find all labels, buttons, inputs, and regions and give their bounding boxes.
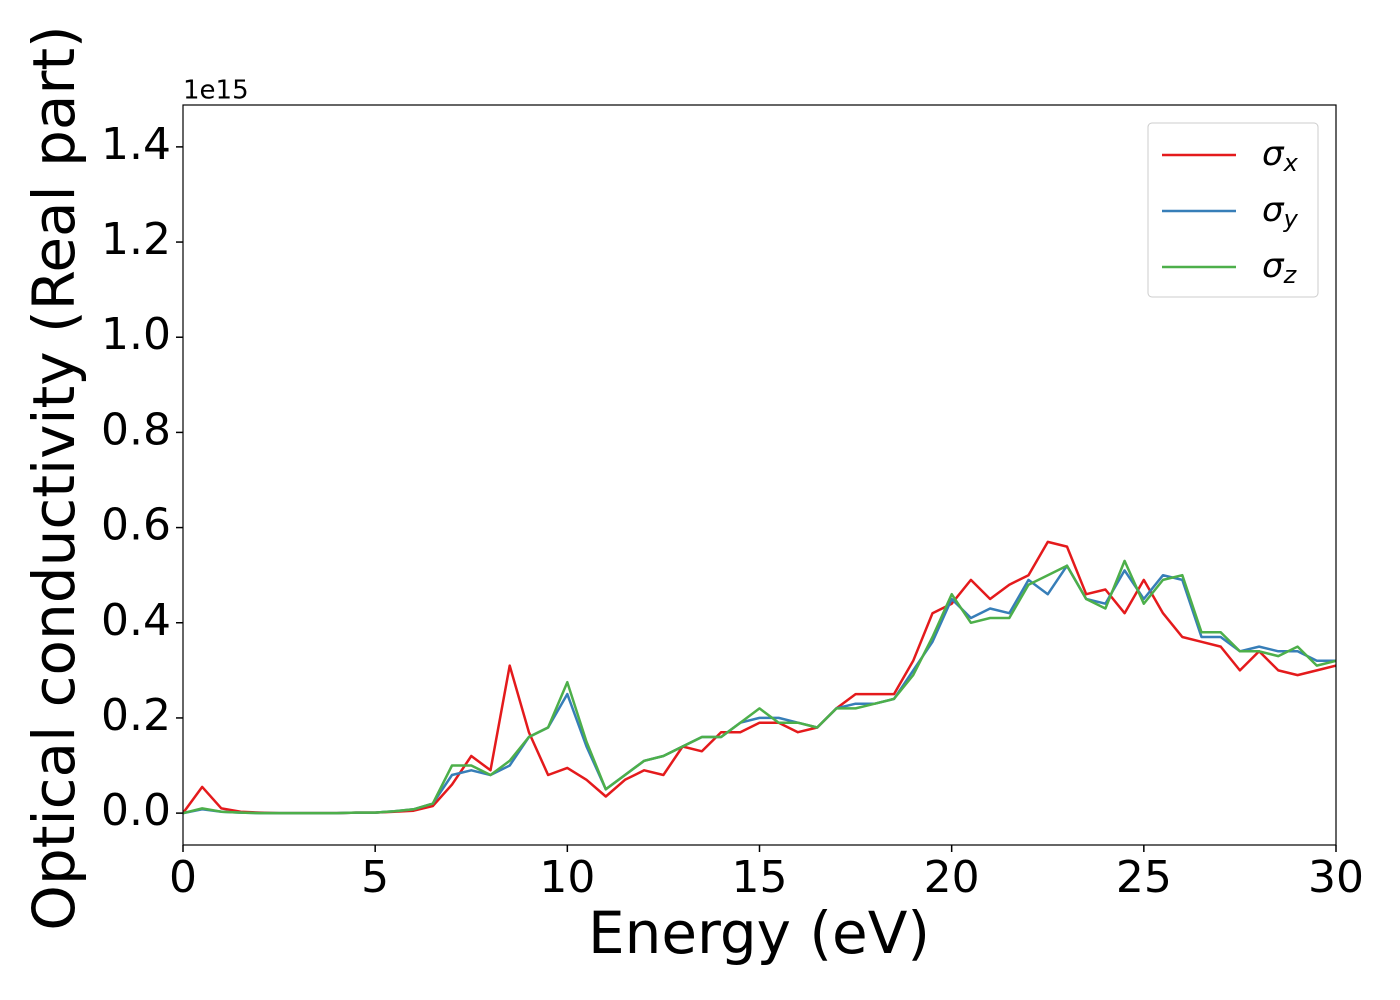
x-tick-label: 10 — [539, 852, 595, 903]
y-tick-label: 1.0 — [101, 309, 171, 360]
x-tick-label: 15 — [732, 852, 788, 903]
x-tick-label: 5 — [361, 852, 389, 903]
series-line — [183, 559, 1336, 815]
y-tick-label: 0.6 — [101, 500, 171, 551]
legend-label: σx — [1262, 134, 1299, 178]
y-tick-label: 1.4 — [101, 119, 171, 170]
y-tick-label: 0.4 — [101, 595, 171, 646]
x-tick-label: 20 — [924, 852, 980, 903]
y-tick-label: 0.2 — [101, 690, 171, 741]
legend-label: σy — [1262, 190, 1299, 234]
x-axis-label: Energy (eV) — [588, 899, 930, 967]
x-tick-label: 25 — [1116, 852, 1172, 903]
plot-frame — [182, 104, 1337, 846]
y-axis-label: Optical conductivity (Real part) — [20, 25, 88, 930]
x-tick-label: 30 — [1308, 852, 1364, 903]
offset-label: 1e15 — [183, 76, 249, 106]
y-tick-label: 0.8 — [101, 404, 171, 455]
legend-label: σz — [1262, 246, 1298, 290]
y-tick-label: 0.0 — [101, 785, 171, 836]
x-tick-label: 0 — [169, 852, 197, 903]
y-tick-label: 1.2 — [101, 214, 171, 265]
